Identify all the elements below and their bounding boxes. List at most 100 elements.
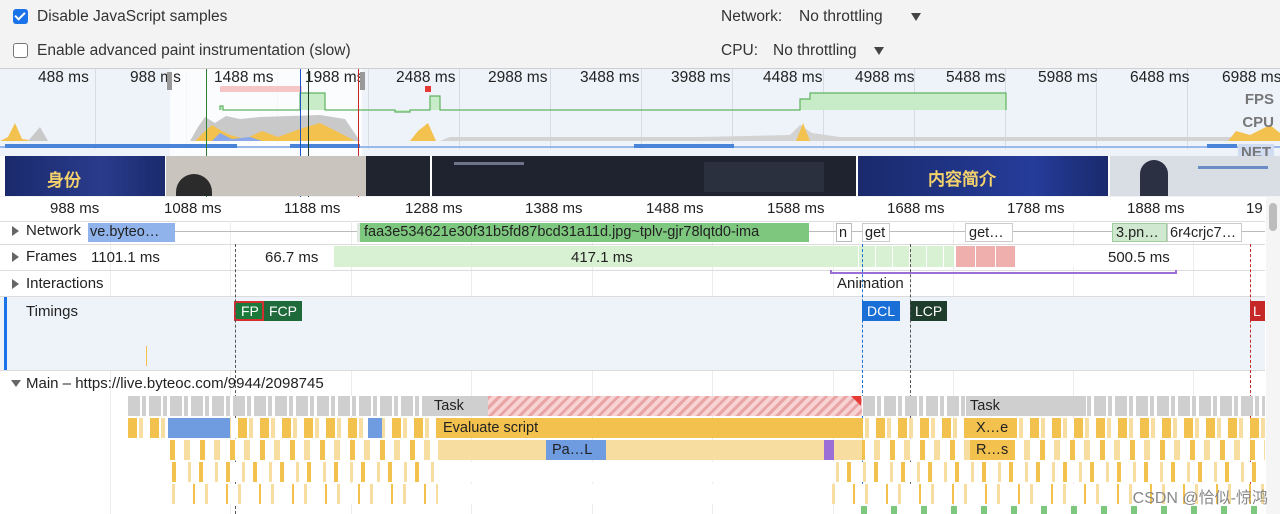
advanced-paint-checkbox[interactable] bbox=[13, 43, 28, 58]
network-request[interactable]: ve.byteo… bbox=[88, 223, 175, 242]
load-marker-line bbox=[1250, 244, 1251, 514]
timing-marker-lcp[interactable]: LCP bbox=[910, 301, 948, 321]
overview-tick: 3488 ms bbox=[580, 69, 640, 86]
filmstrip-frame[interactable]: 身份 bbox=[5, 156, 165, 196]
cpu-throttle-select[interactable]: No throttling bbox=[773, 42, 857, 59]
main-thread-label[interactable]: Main – https://live.byteoc.com/9944/2098… bbox=[26, 375, 324, 392]
fps-red-marker bbox=[425, 86, 431, 92]
flamechart-scrollbar[interactable] bbox=[1266, 197, 1280, 514]
animation-label[interactable]: Animation bbox=[837, 275, 904, 292]
timing-marker-fcp[interactable]: FCP bbox=[264, 301, 302, 321]
overview-tick: 4988 ms bbox=[855, 69, 915, 86]
frame-duration[interactable]: 500.5 ms bbox=[1108, 249, 1170, 266]
screenshot-filmstrip[interactable]: 身份 内容简介 bbox=[0, 156, 1280, 196]
net-request-bar bbox=[1207, 144, 1237, 148]
network-request[interactable]: get… bbox=[965, 223, 1013, 242]
overview-tick: 1488 ms bbox=[214, 69, 274, 86]
fp-marker-line bbox=[235, 244, 236, 514]
overview-tick: 1988 ms bbox=[305, 69, 365, 86]
fps-lane-label: FPS bbox=[1244, 91, 1274, 108]
filmstrip-frame-text: 身份 bbox=[47, 171, 81, 191]
ruler-tick: 1288 ms bbox=[405, 200, 463, 217]
dcl-marker-line bbox=[862, 244, 863, 514]
scrollbar-thumb[interactable] bbox=[1269, 203, 1277, 231]
overview-right-handle[interactable] bbox=[360, 72, 365, 90]
timings-track bbox=[0, 297, 1265, 370]
ruler-tick: 1588 ms bbox=[767, 200, 825, 217]
timing-marker-load[interactable]: L bbox=[1250, 301, 1265, 321]
script-block[interactable]: R…s bbox=[970, 440, 1010, 460]
subcall-block[interactable] bbox=[824, 440, 834, 460]
overview-selection[interactable] bbox=[170, 69, 362, 156]
net-request-bar bbox=[290, 144, 360, 148]
filmstrip-frame[interactable] bbox=[432, 156, 856, 196]
flamechart-ruler: 988 ms 1088 ms 1188 ms 1288 ms 1388 ms 1… bbox=[0, 197, 1265, 222]
parse-block[interactable]: Pa…L bbox=[546, 440, 606, 460]
network-throttle-select[interactable]: No throttling bbox=[799, 8, 883, 25]
ruler-tick: 1088 ms bbox=[164, 200, 222, 217]
overview-marker-load bbox=[358, 69, 359, 197]
expand-interactions-icon[interactable] bbox=[12, 279, 19, 289]
task-block[interactable]: Task bbox=[430, 396, 488, 416]
frame-duration[interactable]: 66.7 ms bbox=[265, 249, 319, 266]
overview-tick: 2988 ms bbox=[488, 69, 548, 86]
frame-block[interactable] bbox=[842, 246, 954, 267]
overview-marker-fcp bbox=[206, 69, 207, 197]
overview-tick: 3988 ms bbox=[671, 69, 731, 86]
evaluate-script-block[interactable]: Evaluate script bbox=[437, 418, 862, 438]
overview-tick: 6488 ms bbox=[1130, 69, 1190, 86]
frames-track-label[interactable]: Frames bbox=[26, 248, 77, 265]
dropped-frame-block[interactable] bbox=[956, 246, 1016, 267]
advanced-paint-label[interactable]: Enable advanced paint instrumentation (s… bbox=[37, 42, 351, 59]
task-block[interactable]: Task bbox=[966, 396, 1086, 416]
watermark: CSDN @恰似-惊鸿 bbox=[1132, 490, 1268, 507]
network-request[interactable]: 3.pn… bbox=[1112, 223, 1167, 242]
network-request[interactable]: n bbox=[836, 223, 852, 242]
filmstrip-frame[interactable] bbox=[1110, 156, 1280, 196]
expand-network-icon[interactable] bbox=[12, 226, 19, 236]
chevron-down-icon[interactable] bbox=[874, 47, 884, 55]
frame-duration[interactable]: 1101.1 ms bbox=[91, 249, 160, 266]
overview-tick: 488 ms bbox=[38, 69, 89, 86]
network-throttle-label: Network: bbox=[721, 8, 783, 25]
filmstrip-frame-text: 内容简介 bbox=[928, 170, 996, 190]
frame-duration[interactable]: 417.1 ms bbox=[571, 249, 633, 266]
ruler-tick: 988 ms bbox=[50, 200, 100, 217]
timing-marker-dcl[interactable]: DCL bbox=[862, 301, 901, 321]
script-block[interactable] bbox=[168, 418, 230, 438]
frame-block[interactable] bbox=[1016, 246, 1176, 267]
long-task-overflow[interactable] bbox=[488, 396, 862, 416]
overview-tick: 988 ms bbox=[130, 69, 181, 86]
expand-frames-icon[interactable] bbox=[12, 252, 19, 262]
disable-js-samples-checkbox[interactable] bbox=[13, 9, 28, 24]
ruler-tick: 1788 ms bbox=[1007, 200, 1065, 217]
timings-track-label[interactable]: Timings bbox=[26, 303, 78, 320]
interactions-track-label[interactable]: Interactions bbox=[26, 275, 104, 292]
network-track-label[interactable]: Network bbox=[26, 222, 82, 239]
capture-settings-bar: Disable JavaScript samples Enable advanc… bbox=[0, 0, 1280, 69]
timing-marker-fp[interactable]: FP bbox=[234, 301, 264, 321]
filmstrip-frame[interactable] bbox=[166, 156, 430, 196]
overview-tick: 6988 ms bbox=[1222, 69, 1280, 86]
network-request[interactable]: faa3e534621e30f31b5fd87bcd31a11d.jpg~tpl… bbox=[357, 223, 809, 242]
overview-tick: 5988 ms bbox=[1038, 69, 1098, 86]
subcall-block[interactable] bbox=[438, 440, 862, 460]
ruler-tick: 1188 ms bbox=[284, 200, 341, 217]
network-request[interactable]: get bbox=[862, 223, 890, 242]
ruler-tick: 19 bbox=[1246, 200, 1263, 217]
lcp-marker-line bbox=[910, 244, 911, 514]
disable-js-samples-label[interactable]: Disable JavaScript samples bbox=[37, 8, 228, 25]
animation-range[interactable] bbox=[830, 270, 1177, 274]
frame-block[interactable] bbox=[334, 246, 954, 267]
collapse-main-icon[interactable] bbox=[11, 380, 21, 387]
filmstrip-frame[interactable]: 内容简介 bbox=[858, 156, 1108, 196]
ruler-tick: 1488 ms bbox=[646, 200, 704, 217]
network-request[interactable]: 6r4crjc7… bbox=[1167, 223, 1242, 242]
script-block[interactable] bbox=[368, 418, 382, 438]
script-block[interactable]: X…e bbox=[970, 418, 1010, 438]
timeline-overview[interactable]: 488 ms 988 ms 1488 ms 1988 ms 2488 ms 29… bbox=[0, 69, 1280, 197]
overview-marker-dcl bbox=[300, 69, 301, 197]
ruler-tick: 1388 ms bbox=[525, 200, 583, 217]
overview-left-handle[interactable] bbox=[167, 72, 172, 90]
chevron-down-icon[interactable] bbox=[911, 13, 921, 21]
